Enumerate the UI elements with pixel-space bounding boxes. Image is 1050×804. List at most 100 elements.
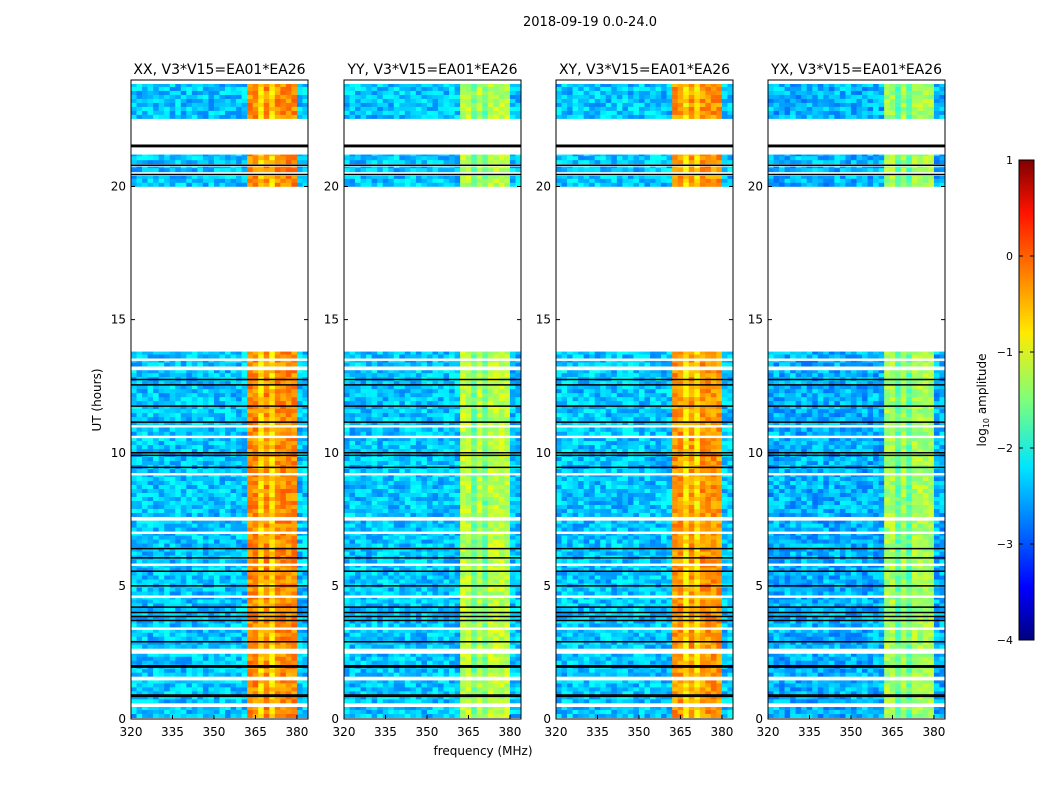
heatmap-cell	[164, 115, 170, 119]
heatmap-cell	[399, 699, 405, 703]
heatmap-cell	[399, 539, 405, 543]
heatmap-cell	[438, 714, 444, 718]
heatmap-cell	[258, 699, 264, 703]
heatmap-cell	[186, 91, 192, 95]
heatmap-cell	[142, 160, 148, 164]
heatmap-cell	[197, 644, 203, 648]
heatmap-cell	[242, 183, 248, 187]
heatmap-cell	[131, 636, 137, 640]
heatmap-cell	[269, 527, 275, 531]
heatmap-cell	[421, 559, 427, 563]
heatmap-cell	[493, 551, 499, 555]
heatmap-cell	[291, 505, 297, 509]
heatmap-cell	[247, 107, 253, 111]
heatmap-cell	[444, 575, 450, 579]
heatmap-cell	[164, 107, 170, 111]
heatmap-cell	[220, 475, 226, 477]
heatmap-cell	[203, 707, 209, 710]
heatmap-cell	[203, 509, 209, 513]
heatmap-cell	[286, 397, 292, 401]
heatmap-cell	[137, 551, 143, 555]
heatmap-cell	[344, 680, 350, 683]
heatmap-cell	[399, 687, 405, 691]
heatmap-cell	[148, 710, 154, 714]
heatmap-cell	[203, 469, 209, 473]
heatmap-cell	[148, 551, 154, 555]
heatmap-cell	[181, 393, 187, 397]
heatmap-cell	[455, 587, 461, 591]
heatmap-cell	[427, 707, 433, 710]
figure-title: 2018-09-19 0.0-24.0	[523, 15, 657, 30]
heatmap-cell	[175, 401, 181, 405]
heatmap-cell	[286, 393, 292, 397]
heatmap-cell	[444, 559, 450, 563]
heatmap-cell	[203, 361, 209, 363]
heatmap-cell	[137, 710, 143, 714]
heatmap-cell	[153, 179, 159, 183]
heatmap-cell	[388, 598, 394, 600]
heatmap-cell	[186, 354, 192, 358]
heatmap-cell	[302, 373, 308, 377]
heatmap-cell	[449, 599, 455, 603]
heatmap-cell	[164, 559, 170, 563]
heatmap-cell	[236, 587, 242, 591]
heatmap-cell	[131, 527, 137, 531]
heatmap-cell	[471, 672, 477, 676]
heatmap-cell	[377, 539, 383, 543]
heatmap-cell	[466, 521, 472, 524]
heatmap-cell	[225, 107, 231, 111]
heatmap-cell	[291, 401, 297, 405]
heatmap-cell	[438, 598, 444, 600]
heatmap-cell	[186, 551, 192, 555]
heatmap-cell	[493, 527, 499, 531]
heatmap-cell	[302, 103, 308, 107]
heatmap-cell	[253, 591, 259, 595]
heatmap-cell	[192, 672, 198, 676]
heatmap-cell	[297, 156, 303, 160]
heatmap-cell	[275, 485, 281, 489]
heatmap-cell	[225, 95, 231, 99]
heatmap-cell	[482, 579, 488, 583]
heatmap-cell	[264, 485, 270, 489]
heatmap-cell	[269, 107, 275, 111]
heatmap-cell	[231, 115, 237, 119]
heatmap-cell	[355, 710, 361, 714]
heatmap-cell	[372, 527, 378, 531]
heatmap-cell	[131, 160, 137, 164]
heatmap-cell	[231, 527, 237, 531]
heatmap-cell	[131, 91, 137, 95]
heatmap-cell	[350, 623, 356, 627]
heatmap-cell	[236, 559, 242, 563]
heatmap-cell	[471, 587, 477, 591]
heatmap-cell	[142, 445, 148, 449]
heatmap-cell	[164, 156, 170, 160]
heatmap-cell	[258, 501, 264, 505]
heatmap-cell	[297, 630, 303, 633]
heatmap-cell	[488, 636, 494, 640]
heatmap-cell	[297, 183, 303, 187]
heatmap-cell	[355, 598, 361, 600]
heatmap-cell	[372, 672, 378, 676]
heatmap-cell	[164, 535, 170, 539]
heatmap-cell	[258, 485, 264, 489]
heatmap-cell	[164, 644, 170, 648]
heatmap-cell	[137, 481, 143, 485]
heatmap-cell	[231, 179, 237, 183]
heatmap-cell	[444, 656, 450, 660]
heatmap-cell	[344, 623, 350, 627]
heatmap-cell	[137, 475, 143, 477]
heatmap-cell	[449, 699, 455, 703]
heatmap-cell	[302, 527, 308, 531]
heatmap-cell	[394, 551, 400, 555]
heatmap-cell	[366, 509, 372, 513]
heatmap-cell	[488, 707, 494, 710]
heatmap-cell	[394, 521, 400, 524]
heatmap-cell	[383, 505, 389, 509]
heatmap-cell	[302, 509, 308, 513]
heatmap-cell	[159, 630, 165, 633]
heatmap-cell	[181, 644, 187, 648]
heatmap-cell	[433, 575, 439, 579]
heatmap-cell	[225, 160, 231, 164]
heatmap-cell	[131, 623, 137, 627]
